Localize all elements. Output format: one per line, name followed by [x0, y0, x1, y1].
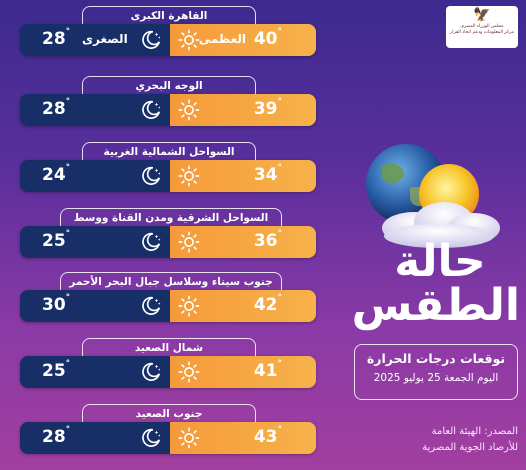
max-temp: 40° — [253, 27, 282, 49]
region-name: جنوب الصعيد — [82, 404, 256, 425]
night-section: 24° — [20, 160, 170, 192]
region-row: الوجه البحري 28° 39° — [20, 76, 316, 126]
min-temp: 28° — [42, 27, 71, 49]
night-section: 25° — [20, 356, 170, 388]
region-name: السواحل الشمالية الغربية — [82, 142, 256, 163]
region-name: الوجه البحري — [82, 76, 256, 97]
region-name: جنوب سيناء وسلاسل جبال البحر الأحمر — [60, 272, 282, 293]
source-note: المصدر: الهيئة العامة للأرصاد الجوية الم… — [386, 424, 518, 456]
source-line1: المصدر: الهيئة العامة — [431, 426, 518, 437]
night-section: 28° — [20, 422, 170, 454]
logo: 🦅 مجلس الوزراء المصري مركز المعلومات ودع… — [446, 6, 518, 48]
sun-icon — [178, 29, 200, 51]
region-row: السواحل الشرقية ومدن القناة ووسط سيناء 2… — [20, 208, 316, 258]
sun-icon — [178, 427, 200, 449]
region-row: جنوب الصعيد 28° 43° — [20, 404, 316, 454]
min-temp: 25° — [42, 229, 71, 251]
night-section: 28° الصغرى — [20, 24, 170, 56]
moon-stars-icon — [142, 362, 161, 381]
source-line2: للأرصاد الجوية المصرية — [422, 442, 518, 453]
temp-bar: 28° 43° — [20, 422, 316, 454]
min-temp: 28° — [42, 97, 71, 119]
min-temp: 24° — [42, 163, 71, 185]
moon-stars-icon — [142, 428, 161, 447]
max-temp: 41° — [253, 359, 282, 381]
max-temp: 42° — [253, 293, 282, 315]
temp-bar: 28° الصغرى العظمى 40° — [20, 24, 316, 56]
temp-bar: 28° 39° — [20, 94, 316, 126]
sun-icon — [178, 165, 200, 187]
min-temp: 28° — [42, 425, 71, 447]
region-row: القاهرة الكبرى 28° الصغرى العظمى 40° — [20, 6, 316, 56]
temp-bar: 25° 36° — [20, 226, 316, 258]
forecast-box: توقعات درجات الحرارة اليوم الجمعة 25 يول… — [354, 344, 518, 400]
region-row: شمال الصعيد 25° 41° — [20, 338, 316, 388]
region-name: القاهرة الكبرى — [82, 6, 256, 27]
night-section: 25° — [20, 226, 170, 258]
max-temp: 39° — [253, 97, 282, 119]
title-line1: حالة — [394, 236, 486, 287]
region-name: شمال الصعيد — [82, 338, 256, 359]
sun-icon — [178, 295, 200, 317]
day-section: 39° — [170, 94, 316, 126]
max-temp: 43° — [253, 425, 282, 447]
title-line2: الطقس — [351, 280, 520, 331]
day-section: 36° — [170, 226, 316, 258]
day-section: العظمى 40° — [170, 24, 316, 56]
temp-bar: 30° 42° — [20, 290, 316, 322]
moon-stars-icon — [142, 30, 161, 49]
day-section: 34° — [170, 160, 316, 192]
day-section: 43° — [170, 422, 316, 454]
forecast-date: اليوم الجمعة 25 يوليو 2025 — [373, 372, 499, 384]
min-label: الصغرى — [82, 32, 128, 46]
logo-line1: مجلس الوزراء المصري — [460, 24, 504, 29]
forecast-heading: توقعات درجات الحرارة — [366, 351, 506, 366]
moon-stars-icon — [142, 100, 161, 119]
day-section: 42° — [170, 290, 316, 322]
max-temp: 34° — [253, 163, 282, 185]
sun-icon — [178, 99, 200, 121]
sun-icon — [178, 361, 200, 383]
sun-icon — [178, 231, 200, 253]
moon-stars-icon — [142, 232, 161, 251]
min-temp: 25° — [42, 359, 71, 381]
max-temp: 36° — [253, 229, 282, 251]
temp-bar: 24° 34° — [20, 160, 316, 192]
moon-stars-icon — [142, 296, 161, 315]
min-temp: 30° — [42, 293, 71, 315]
night-section: 28° — [20, 94, 170, 126]
globe-sun-cloud-icon — [366, 144, 500, 248]
night-section: 30° — [20, 290, 170, 322]
day-section: 41° — [170, 356, 316, 388]
region-row: السواحل الشمالية الغربية 24° 34° — [20, 142, 316, 192]
moon-stars-icon — [142, 166, 161, 185]
temp-bar: 25° 41° — [20, 356, 316, 388]
region-row: جنوب سيناء وسلاسل جبال البحر الأحمر 30° … — [20, 272, 316, 322]
logo-line2: مركز المعلومات ودعم اتخاذ القرار — [450, 30, 514, 35]
max-label: العظمى — [198, 32, 246, 46]
eagle-icon: 🦅 — [473, 7, 491, 23]
